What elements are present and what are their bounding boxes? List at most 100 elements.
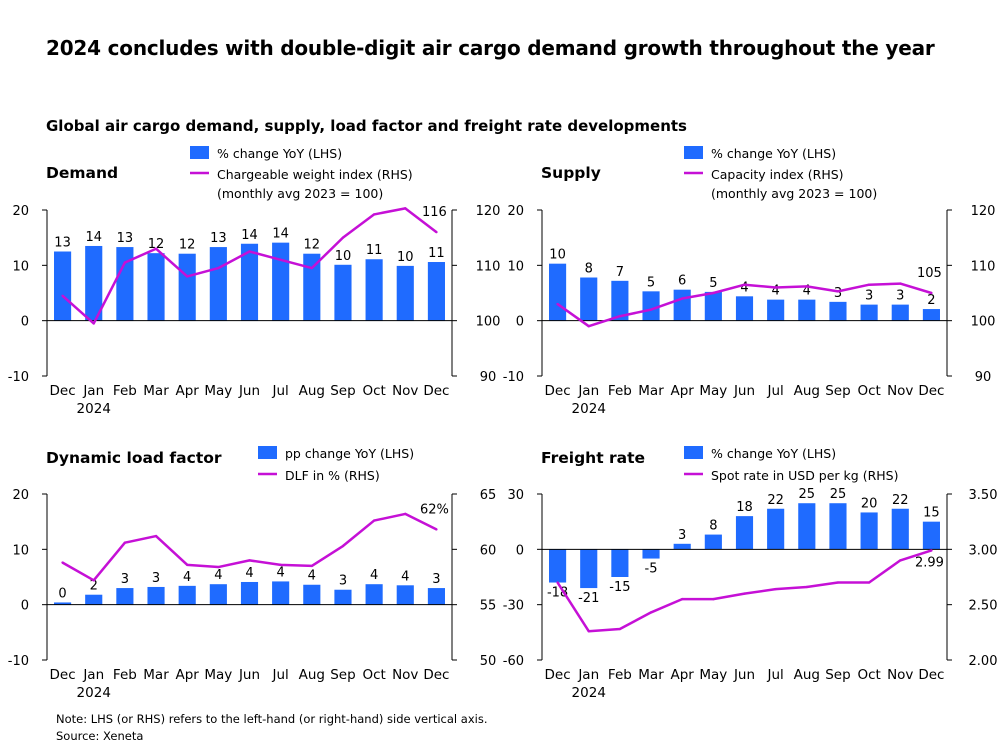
- panel2-bar: [922, 309, 940, 321]
- panel4-bar-value-label: 18: [736, 500, 753, 515]
- panel2-line-end-annotation: 105: [917, 266, 942, 281]
- chart-subtitle: Global air cargo demand, supply, load fa…: [46, 117, 687, 135]
- panel1-bar-value-label: 13: [54, 236, 71, 251]
- panel3-legend-bar-label: pp change YoY (LHS): [285, 446, 414, 461]
- panel3-bar: [396, 585, 414, 605]
- panel4-bar: [735, 516, 754, 550]
- panel2-line-point: [805, 285, 809, 288]
- panel2-bar: [829, 301, 847, 321]
- panel4-bar-value-label: 8: [709, 519, 717, 534]
- panel4-line-point: [680, 597, 684, 601]
- panel1-bar: [209, 247, 227, 321]
- panel4-legend-line-label: Spot rate in USD per kg (RHS): [711, 468, 898, 483]
- panel1-bar-value-label: 14: [85, 230, 102, 245]
- panel1-category-label: Jan: [82, 383, 104, 399]
- panel2-line-point: [743, 283, 746, 286]
- panel2-bar-value-label: 8: [585, 262, 593, 277]
- panel1-bar: [54, 251, 72, 321]
- panel1-line-point: [123, 261, 127, 264]
- panel3-line-end-annotation: 62%: [420, 502, 449, 517]
- panel3-category-label: Jun: [238, 667, 260, 683]
- panel1-category-label: Dec: [50, 383, 76, 399]
- panel2-bar-value-label: 4: [803, 284, 811, 299]
- panel1-left-tick-label: 20: [12, 204, 29, 219]
- panel4-line-point: [805, 585, 809, 589]
- panel4-category-label: Jul: [767, 667, 784, 683]
- panel4-bar-value-label: -21: [578, 591, 599, 606]
- panel1-bar-value-label: 12: [304, 238, 321, 253]
- panel3-category-label: Feb: [113, 667, 137, 683]
- panel1-legend-line-label-2: (monthly avg 2023 = 100): [217, 186, 383, 201]
- panel3-right-tick-label: 60: [480, 543, 497, 558]
- panel1-line-point: [341, 236, 345, 239]
- panel3-left-tick-label: 10: [12, 543, 29, 558]
- panel2-category-label: Aug: [794, 383, 820, 399]
- panel1-bar-value-label: 10: [397, 250, 414, 265]
- panel3-bar-value-label: 2: [90, 579, 98, 594]
- panel1-bar: [334, 264, 352, 321]
- panel2-bar-value-label: 5: [709, 276, 717, 291]
- panel1-category-label: Jun: [238, 383, 260, 399]
- panel2-bar: [767, 299, 785, 321]
- panel3-line-point: [341, 544, 345, 548]
- panel1-title: Demand: [46, 164, 118, 182]
- panel4-bar-value-label: 15: [923, 506, 940, 521]
- panel3-category-label: May: [204, 667, 232, 683]
- panel2-bar: [580, 277, 598, 321]
- panel1-bar: [303, 253, 321, 321]
- panel2-right-tick-label: 100: [971, 315, 996, 330]
- panel3-bar: [240, 581, 259, 605]
- panel3-line-point: [92, 579, 95, 582]
- panel4-bar-value-label: -15: [609, 580, 630, 595]
- panel3-category-label: Sep: [330, 667, 355, 683]
- panel4-bar: [611, 549, 629, 577]
- panel1-category-label: Aug: [299, 383, 325, 399]
- panel2-line-point: [930, 291, 933, 295]
- panel2-bar: [549, 263, 567, 321]
- panel4-left-tick-label: -60: [503, 654, 524, 669]
- panel2-bar-value-label: 10: [549, 248, 566, 263]
- panel3-bar-value-label: 4: [370, 568, 378, 583]
- panel4-category-label: Nov: [887, 667, 913, 683]
- panel1-category-label: May: [204, 383, 232, 399]
- panel4-line-point: [649, 611, 653, 614]
- panel4-bar: [860, 512, 878, 550]
- panel2-right-tick-label: 120: [971, 204, 996, 219]
- panel3-bar: [54, 602, 72, 605]
- panel1-line-point: [279, 258, 282, 261]
- panel3-bar: [209, 584, 227, 605]
- source-note: Source: Xeneta: [56, 729, 144, 743]
- panel2-bar-value-label: 4: [772, 284, 780, 299]
- panel4-line-point: [618, 627, 622, 631]
- panel1-bar: [272, 242, 290, 321]
- panel4-line-point: [743, 592, 746, 595]
- panel1-line-point: [217, 266, 220, 270]
- panel3-right-tick-label: 65: [480, 488, 497, 503]
- panel2-category-label: Jul: [767, 383, 784, 399]
- panel1-category-label: Oct: [362, 383, 385, 399]
- panel1-line-point: [92, 322, 95, 325]
- panel1-category-label: Dec: [423, 383, 449, 399]
- panel2-line-point: [587, 325, 590, 328]
- panel1-line-point: [372, 213, 376, 216]
- panel4-year-label: 2024: [572, 685, 606, 701]
- panel2-line-point: [712, 291, 715, 295]
- panel4-category-label: Feb: [608, 667, 632, 683]
- panel1-right-tick-label: 120: [476, 204, 501, 219]
- panel2-line-point: [618, 315, 622, 318]
- panel3-bar: [334, 589, 352, 605]
- panel1-bar: [240, 243, 259, 321]
- panel1-left-tick-label: 10: [12, 259, 29, 274]
- panel4-category-label: Mar: [638, 667, 664, 683]
- main-title: 2024 concludes with double-digit air car…: [46, 36, 935, 60]
- panel3-year-label: 2024: [77, 685, 111, 701]
- panel4-bar: [891, 508, 909, 550]
- panel3-legend-bar-swatch: [258, 446, 277, 459]
- panel4-category-label: Jan: [577, 667, 599, 683]
- panel3-line-point: [154, 534, 158, 538]
- panel4-title: Freight rate: [541, 449, 645, 467]
- panel1-line-point: [310, 266, 314, 270]
- panel4-legend-bar-label: % change YoY (LHS): [711, 446, 836, 461]
- panel1-line-point: [248, 250, 251, 253]
